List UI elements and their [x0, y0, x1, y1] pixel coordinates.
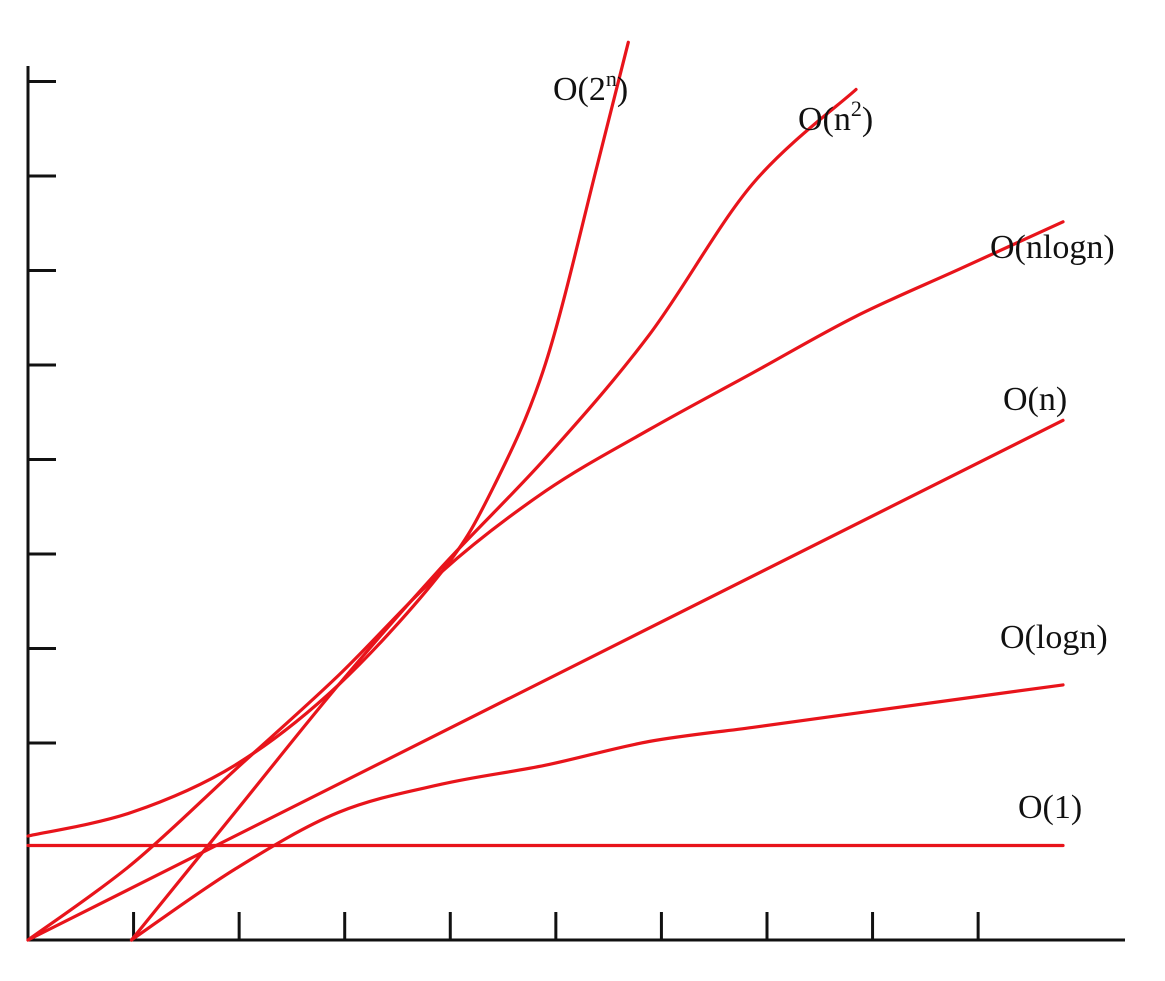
series-line-4	[129, 87, 858, 942]
series-label-3: O(nlogn)	[990, 229, 1115, 266]
series-line-2	[26, 418, 1065, 942]
series-label-0: O(1)	[1018, 789, 1082, 826]
series-label-1: O(logn)	[1000, 619, 1108, 656]
series-label-4: O(n2)	[798, 96, 873, 138]
series-line-5	[26, 40, 630, 838]
axes-layer	[26, 66, 1125, 942]
labels-layer: O(1) O(logn) O(n) O(nlogn) O(n2) O(2n)	[553, 66, 1115, 826]
series-line-1	[129, 683, 1065, 942]
series-label-5: O(2n)	[553, 66, 628, 108]
series-line-3	[26, 220, 1065, 942]
lines-layer	[26, 40, 1065, 942]
series-label-2: O(n)	[1003, 381, 1067, 418]
